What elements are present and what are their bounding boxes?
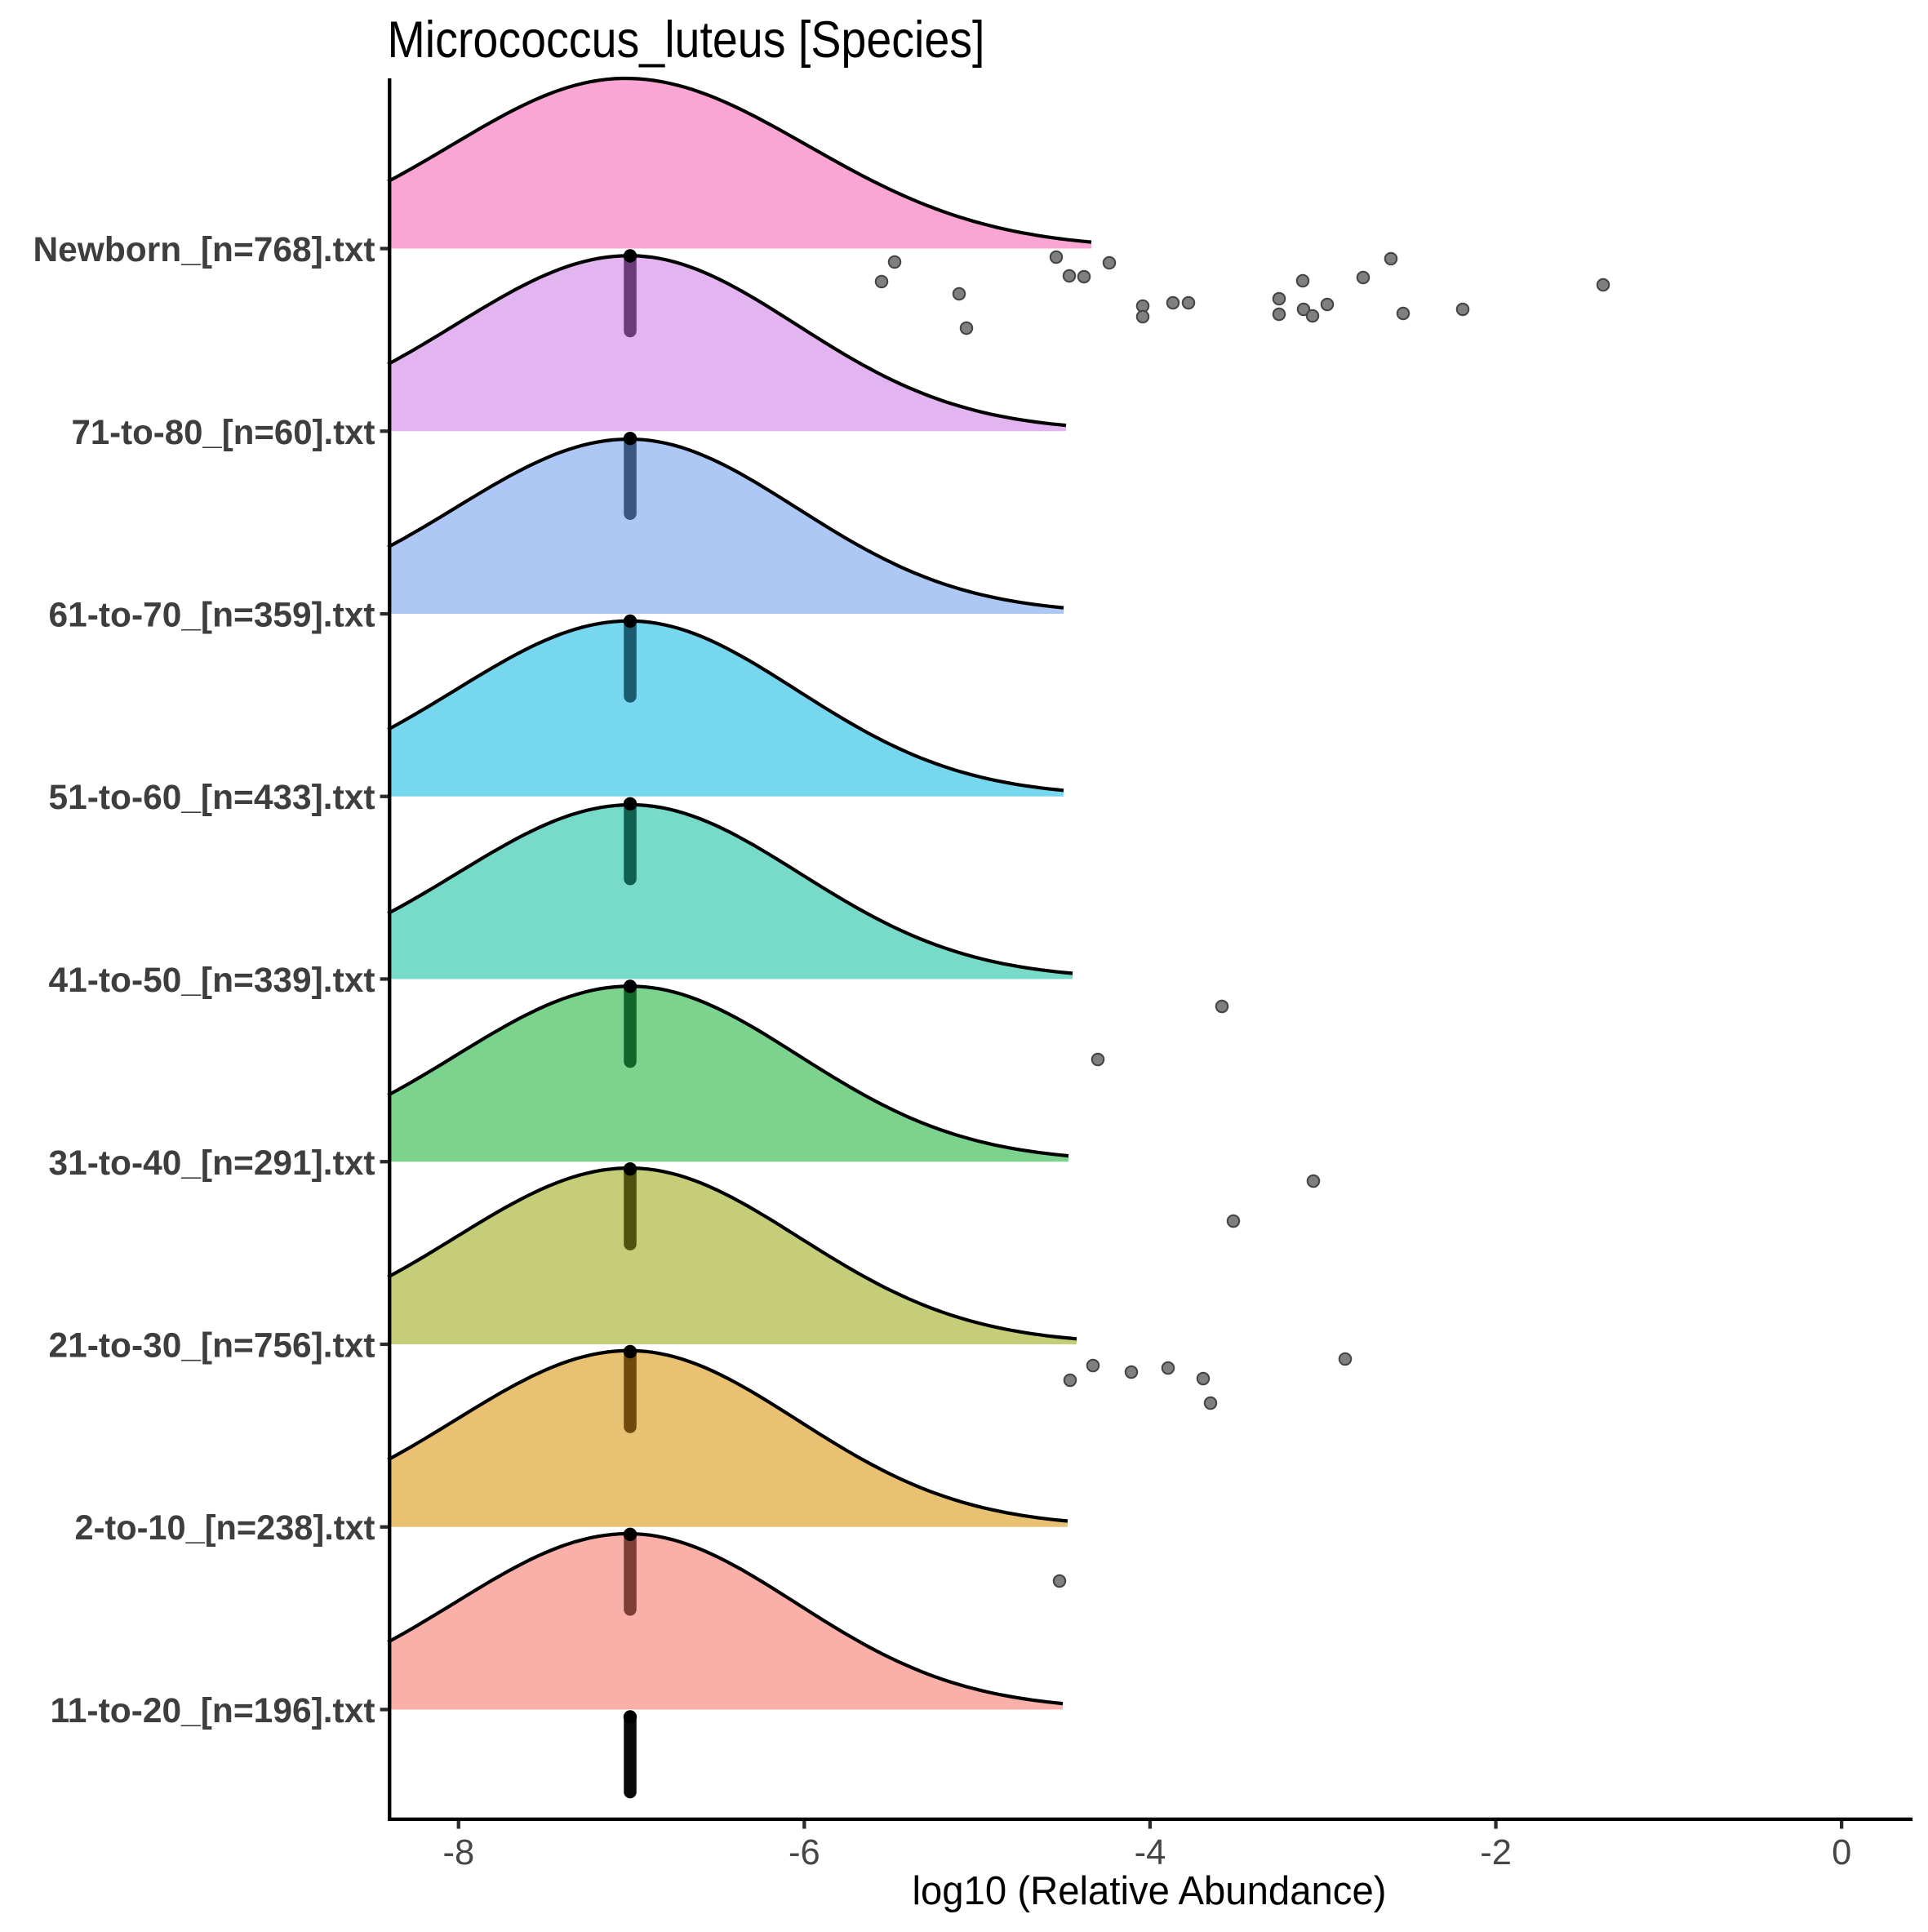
svg-text:-2: -2 — [1480, 1833, 1512, 1872]
svg-text:51-to-60_[n=433].txt: 51-to-60_[n=433].txt — [49, 778, 375, 817]
svg-text:11-to-20_[n=196].txt: 11-to-20_[n=196].txt — [51, 1691, 375, 1730]
svg-text:-6: -6 — [789, 1833, 820, 1872]
svg-text:71-to-80_[n=60].txt: 71-to-80_[n=60].txt — [72, 413, 375, 452]
svg-text:-8: -8 — [442, 1833, 474, 1872]
svg-text:-4: -4 — [1135, 1833, 1166, 1872]
svg-text:Micrococcus_luteus [Species]: Micrococcus_luteus [Species] — [388, 11, 985, 69]
svg-text:Newborn_[n=768].txt: Newborn_[n=768].txt — [33, 230, 375, 269]
svg-text:0: 0 — [1832, 1833, 1851, 1872]
svg-text:31-to-40_[n=291].txt: 31-to-40_[n=291].txt — [49, 1144, 375, 1183]
svg-text:61-to-70_[n=359].txt: 61-to-70_[n=359].txt — [49, 596, 375, 635]
svg-text:log10 (Relative Abundance): log10 (Relative Abundance) — [913, 1868, 1387, 1913]
svg-text:21-to-30_[n=756].txt: 21-to-30_[n=756].txt — [49, 1326, 375, 1366]
svg-text:2-to-10_[n=238].txt: 2-to-10_[n=238].txt — [75, 1508, 375, 1548]
svg-text:41-to-50_[n=339].txt: 41-to-50_[n=339].txt — [49, 961, 375, 1000]
